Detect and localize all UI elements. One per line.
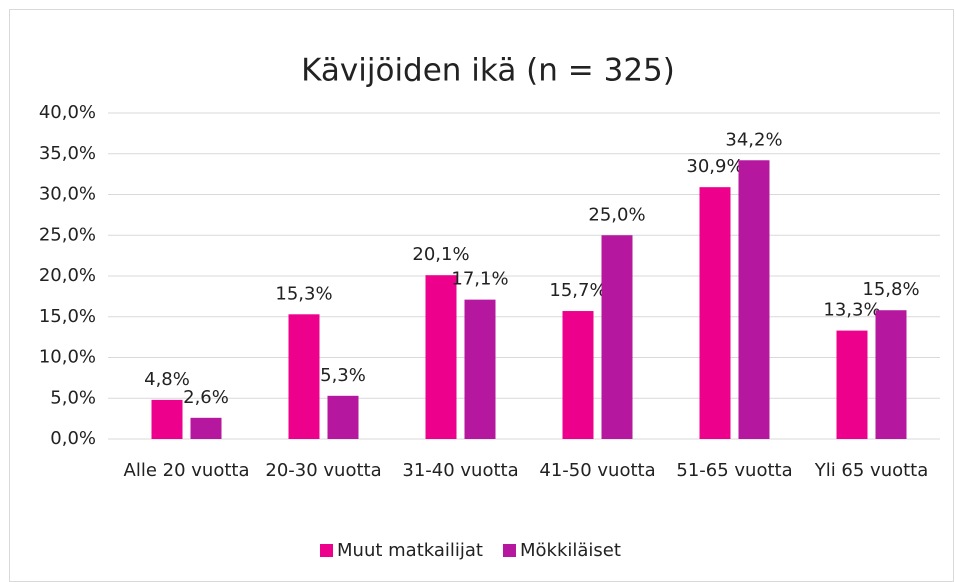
bar: [327, 395, 359, 439]
data-label: 15,3%: [275, 283, 332, 304]
x-tick-label: 51-65 vuotta: [676, 460, 792, 481]
bar: [875, 310, 907, 439]
data-label: 13,3%: [823, 300, 880, 321]
bar: [190, 417, 222, 439]
data-label: 34,2%: [725, 129, 782, 150]
bar: [464, 299, 496, 439]
data-label: 25,0%: [588, 204, 645, 225]
data-label: 15,8%: [862, 279, 919, 300]
chart-title: Kävijöiden ikä (n = 325): [301, 53, 675, 89]
y-tick-label: 15,0%: [39, 306, 96, 327]
bar: [562, 311, 594, 439]
data-label: 20,1%: [412, 244, 469, 265]
y-tick-label: 20,0%: [39, 265, 96, 286]
x-tick-label: Alle 20 vuotta: [124, 460, 250, 481]
x-tick-label: 41-50 vuotta: [539, 460, 655, 481]
legend-swatch: [502, 544, 516, 557]
y-tick-label: 5,0%: [50, 387, 96, 408]
x-tick-label: Yli 65 vuotta: [814, 460, 929, 481]
bar: [425, 275, 457, 439]
bar: [836, 330, 868, 439]
x-tick-label: 31-40 vuotta: [402, 460, 518, 481]
y-tick-label: 25,0%: [39, 224, 96, 245]
y-tick-label: 10,0%: [39, 347, 96, 368]
data-label: 2,6%: [183, 387, 229, 408]
y-tick-label: 35,0%: [39, 143, 96, 164]
bar: [699, 187, 731, 439]
y-tick-label: 0,0%: [50, 428, 96, 449]
data-label: 17,1%: [451, 269, 508, 290]
y-tick-label: 40,0%: [39, 102, 96, 123]
y-tick-label: 30,0%: [39, 184, 96, 205]
legend-label: Muut matkailijat: [337, 540, 483, 561]
data-label: 15,7%: [549, 280, 606, 301]
bar: [288, 314, 320, 439]
data-label: 5,3%: [320, 365, 366, 386]
data-label: 30,9%: [686, 156, 743, 177]
data-label: 4,8%: [144, 369, 190, 390]
legend-label: Mökkiläiset: [520, 540, 621, 561]
bar: [151, 399, 183, 439]
chart-border: [9, 9, 954, 582]
x-tick-label: 20-30 vuotta: [265, 460, 381, 481]
bar: [738, 160, 770, 439]
legend-swatch: [320, 544, 333, 557]
bar: [601, 235, 633, 439]
